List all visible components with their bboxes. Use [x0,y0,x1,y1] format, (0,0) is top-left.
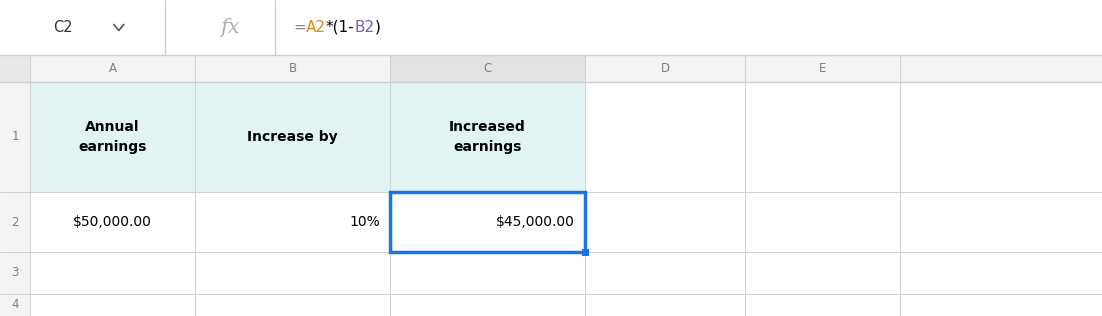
Text: A2: A2 [305,20,326,35]
Text: 10%: 10% [349,215,380,229]
Bar [30,192,1102,252]
Bar [390,192,585,252]
Text: D: D [660,62,670,75]
Text: ): ) [375,20,380,35]
Bar [0,82,30,192]
Bar [0,192,30,252]
Bar [0,252,30,294]
Text: 3: 3 [11,266,19,279]
Bar [0,0,1102,55]
Bar [30,294,1102,316]
Text: B: B [289,62,296,75]
Text: Annual
earnings: Annual earnings [78,120,147,154]
Text: B2: B2 [355,20,375,35]
Text: C: C [484,62,491,75]
Text: *(1-: *(1- [326,20,355,35]
Text: =: = [293,20,305,35]
Text: $45,000.00: $45,000.00 [496,215,575,229]
Bar [582,249,588,256]
Text: C2: C2 [53,20,73,35]
Text: 4: 4 [11,299,19,312]
Text: Increase by: Increase by [247,130,338,144]
Text: $50,000.00: $50,000.00 [73,215,152,229]
Bar [0,55,1102,82]
Bar [30,252,1102,294]
Text: 2: 2 [11,216,19,228]
Text: 1: 1 [11,131,19,143]
Bar [30,82,1102,192]
Bar [390,55,585,82]
Text: Increased
earnings: Increased earnings [450,120,526,154]
Bar [0,55,30,82]
Text: E: E [819,62,826,75]
Text: fx: fx [220,18,240,37]
Bar [0,294,30,316]
Bar [30,82,585,192]
Text: A: A [108,62,117,75]
